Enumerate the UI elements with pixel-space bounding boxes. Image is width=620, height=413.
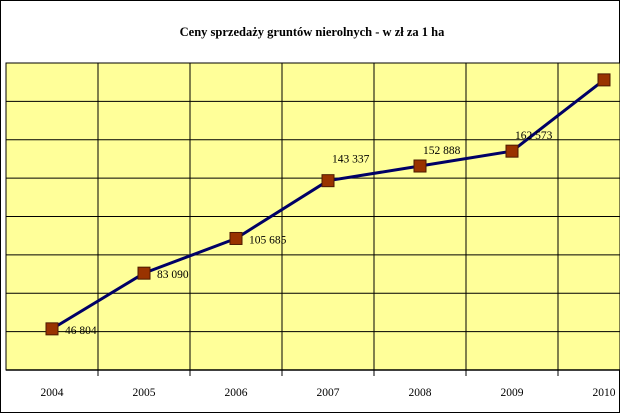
gridlines: [6, 62, 620, 371]
x-tick-label: 2004: [41, 387, 64, 399]
x-axis: 2004 2005 2006 2007 2008 2009 2010: [6, 369, 620, 399]
data-point-marker: [137, 266, 151, 280]
data-point-marker: [45, 322, 59, 336]
data-labels: 46 804 83 090 105 685 143 337 152 888 162 573: [65, 130, 553, 337]
data-label: 162 573: [515, 130, 553, 142]
x-tick-label: 2010: [593, 387, 616, 399]
data-point-marker: [413, 159, 427, 173]
data-point-marker: [597, 73, 611, 87]
data-label: 143 337: [332, 154, 370, 166]
data-label: 152 888: [423, 145, 461, 157]
data-point-marker: [321, 174, 335, 188]
data-label: 83 090: [157, 269, 189, 281]
data-point-marker: [229, 231, 243, 245]
x-tick-label: 2007: [317, 387, 340, 399]
data-label: 105 685: [249, 234, 287, 246]
data-label: 46 804: [65, 325, 97, 337]
x-tick-label: 2009: [501, 387, 524, 399]
data-point-marker: [505, 144, 519, 158]
chart-title: Ceny sprzedaży gruntów nierolnych - w zł…: [180, 25, 445, 39]
series: [45, 73, 611, 336]
x-tick-label: 2005: [133, 387, 156, 399]
x-tick-label: 2008: [409, 387, 432, 399]
x-tick-label: 2006: [225, 387, 248, 399]
